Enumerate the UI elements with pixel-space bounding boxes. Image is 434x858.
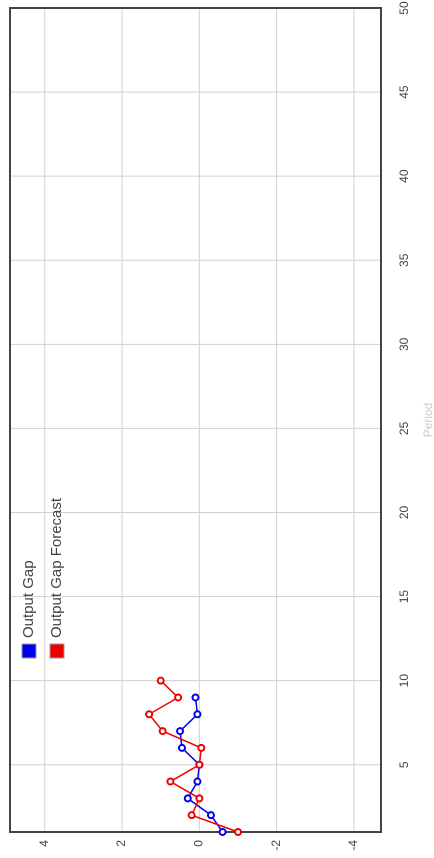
data-point [197, 743, 206, 752]
plot-frame [9, 7, 382, 833]
y-tick-label: 2 [114, 840, 128, 847]
x-tick-label: 25 [397, 421, 411, 435]
x-tick-label: 45 [397, 85, 411, 99]
y-tick-label: 4 [37, 840, 51, 847]
y-tick-label: 0 [192, 840, 206, 847]
x-axis-title: Period [421, 403, 434, 438]
data-point [174, 693, 183, 702]
data-point [206, 811, 215, 820]
data-point [156, 676, 165, 685]
legend-swatch [49, 643, 65, 659]
data-point [195, 794, 204, 803]
y-tick-label: -2 [269, 840, 283, 851]
data-point [183, 794, 192, 803]
x-tick-label: 35 [397, 253, 411, 267]
x-tick-label: 20 [397, 505, 411, 519]
data-point [166, 777, 175, 786]
data-point [177, 743, 186, 752]
data-point [234, 828, 243, 836]
data-point [191, 693, 200, 702]
data-point [218, 828, 227, 836]
x-tick-label: 15 [397, 590, 411, 604]
series-line [147, 680, 239, 833]
y-tick-label: -4 [346, 840, 360, 851]
legend-label: Output Gap Forecast [48, 497, 65, 638]
x-tick-label: 40 [397, 169, 411, 183]
data-point [187, 811, 196, 820]
x-tick-label: 30 [397, 337, 411, 351]
data-point [193, 710, 202, 719]
data-point [176, 727, 185, 736]
data-point [145, 710, 154, 719]
data-point [195, 760, 204, 769]
x-tick-label: 50 [397, 1, 411, 15]
legend-swatch [21, 643, 37, 659]
x-tick-label: 10 [397, 674, 411, 688]
data-point [193, 777, 202, 786]
x-tick-label: 5 [397, 761, 411, 768]
legend-label: Output Gap [20, 560, 37, 638]
data-point [158, 727, 167, 736]
